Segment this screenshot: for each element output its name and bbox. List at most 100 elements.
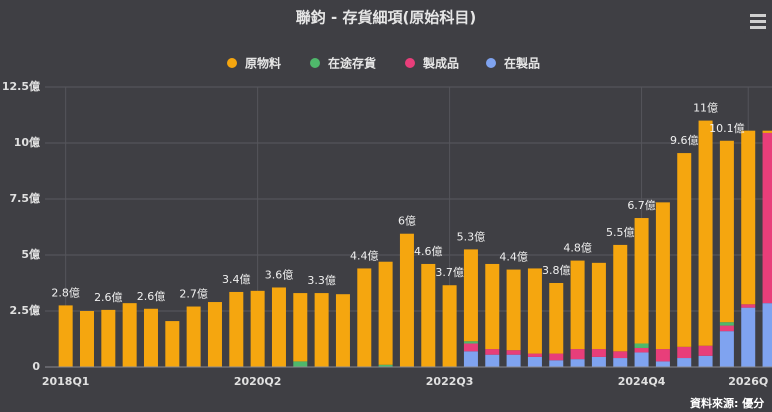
bar-segment [357, 268, 372, 367]
total-label: 4.8億 [563, 242, 592, 255]
bar-segment [741, 304, 756, 308]
total-label: 3.3億 [307, 274, 336, 287]
bar-segment [165, 321, 180, 367]
x-tick-label: 2022Q3 [426, 375, 474, 388]
bar-segment [719, 331, 734, 367]
total-label: 3.4億 [222, 273, 251, 286]
legend-marker [310, 58, 320, 68]
menu-line [750, 14, 766, 17]
total-label: 11億 [693, 102, 718, 115]
bar-segment [570, 260, 585, 350]
bar-segment [378, 364, 393, 367]
bar-segment [719, 325, 734, 332]
total-label: 10.1億 [709, 122, 745, 135]
total-label: 9.6億 [670, 134, 699, 147]
bar-segment [719, 140, 734, 323]
bar-segment [421, 263, 436, 367]
bar-segment [399, 233, 414, 367]
total-label: 2.8億 [51, 286, 80, 299]
total-label: 5.5億 [606, 226, 635, 239]
bar-segment [463, 341, 478, 344]
bar-segment [506, 269, 521, 351]
total-label: 6億 [398, 215, 416, 228]
bar-segment [463, 249, 478, 342]
y-tick-label: 7.5億 [10, 191, 41, 205]
bar-segment [58, 305, 73, 367]
bar-segment [698, 345, 713, 356]
x-tick-label: 2020Q2 [234, 375, 282, 388]
bar-segment [293, 293, 308, 362]
legend-label: 製成品 [422, 56, 459, 71]
bar-segment [442, 285, 457, 367]
bar-segment [549, 360, 564, 367]
source-note: 資料來源: 優分 [690, 396, 764, 410]
total-label: 2.6億 [94, 291, 123, 304]
bar-segment [101, 309, 116, 367]
bar-segment [634, 352, 649, 367]
y-tick-label: 12.5億 [2, 79, 40, 93]
y-tick-label: 5億 [21, 247, 40, 261]
total-label: 4.6億 [414, 245, 443, 258]
legend-marker [486, 58, 496, 68]
total-label: 3.7億 [435, 266, 464, 279]
bar-segment [762, 303, 772, 367]
bar-segment [271, 287, 286, 367]
bar-segment [463, 351, 478, 367]
bar-segment [570, 359, 585, 367]
bar-segment [677, 358, 692, 367]
legend-label: 在途存貨 [328, 56, 376, 71]
bar-segment [655, 202, 670, 350]
bar-segment [677, 153, 692, 347]
menu-line [750, 20, 766, 23]
y-tick-label: 2.5億 [10, 303, 41, 317]
bar-segment [79, 311, 94, 367]
bar-segment [677, 346, 692, 359]
bar-segment [335, 294, 350, 367]
bar-segment [613, 358, 628, 367]
bar-segment [655, 361, 670, 367]
bar-segment [485, 354, 500, 367]
bar-segment [762, 132, 772, 304]
bar-segment [527, 356, 542, 367]
x-tick-label: 2018Q1 [42, 375, 90, 388]
bar-segment [655, 349, 670, 362]
bar-segment [634, 347, 649, 353]
bar-segment [741, 130, 756, 305]
bar-segment [207, 302, 222, 367]
bar-segment [613, 244, 628, 352]
total-label: 4.4億 [350, 249, 379, 262]
bar-segment [527, 268, 542, 354]
bar-segment [634, 218, 649, 344]
total-label: 2.6億 [137, 290, 166, 303]
legend-label: 原物料 [245, 56, 281, 71]
bar-segment [549, 283, 564, 354]
bar-segment [229, 291, 244, 367]
bar-segment [719, 322, 734, 326]
bar-segment [570, 349, 585, 360]
bar-segment [378, 261, 393, 365]
bar-segment [143, 308, 158, 367]
total-label: 5.3億 [457, 230, 486, 243]
bar-segment [549, 353, 564, 361]
x-tick-label: 2026Q [728, 375, 768, 388]
x-tick-label: 2024Q4 [618, 375, 666, 388]
bar-segment [506, 354, 521, 367]
bar-segment [122, 303, 137, 367]
y-tick-label: 0 [32, 360, 40, 373]
legend-marker [405, 58, 415, 68]
menu-icon[interactable] [744, 10, 772, 34]
bar-segment [463, 343, 478, 352]
bar-segment [741, 307, 756, 367]
bar-segment [293, 361, 308, 367]
total-label: 4.4億 [499, 251, 528, 264]
menu-line [750, 26, 766, 29]
bar-segment [186, 306, 201, 367]
bar-segment [527, 353, 542, 357]
bar-segment [762, 130, 772, 133]
bar-segment [634, 343, 649, 348]
bar-segment [591, 349, 606, 357]
bar-segment [591, 356, 606, 367]
bar-segment [591, 262, 606, 350]
bar-segment [314, 293, 329, 367]
